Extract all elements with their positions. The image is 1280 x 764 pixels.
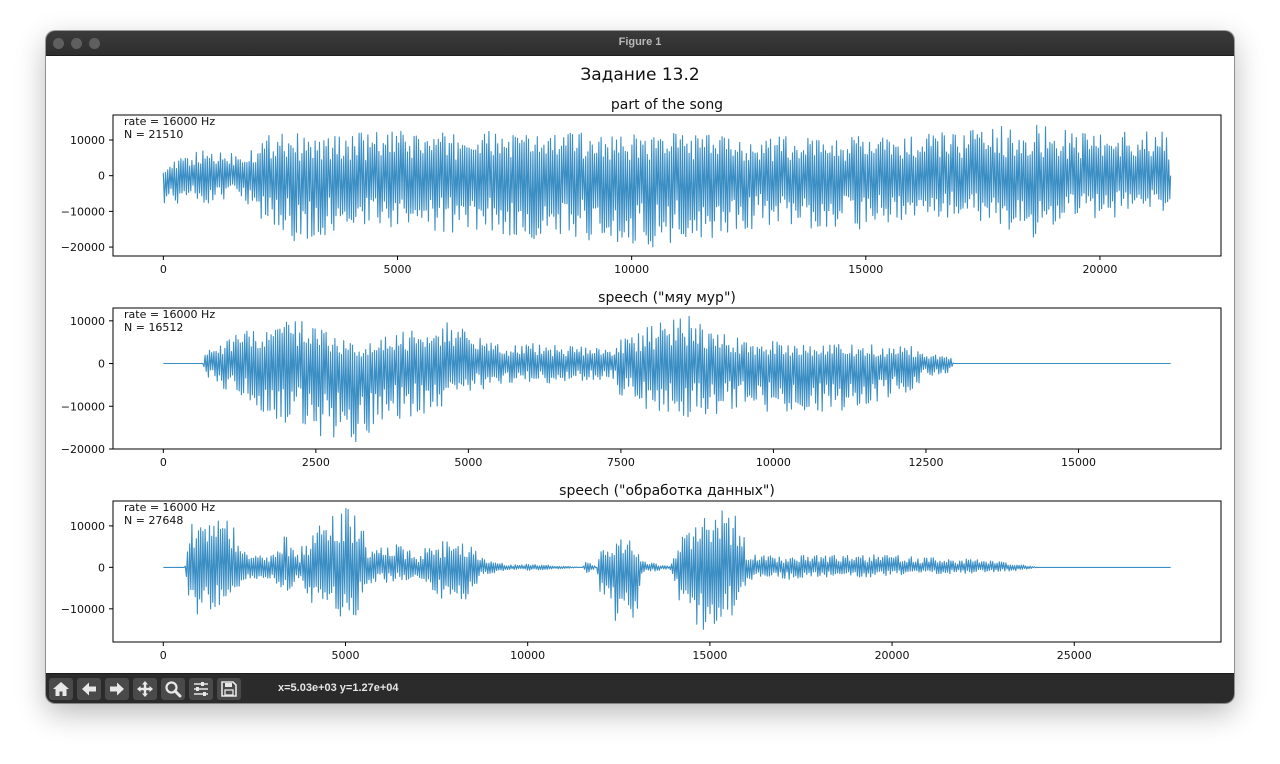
y-tick-label: 10000 (70, 134, 105, 147)
axes-frame (112, 500, 1222, 643)
x-tick-label: 15000 (848, 263, 883, 276)
subplot-2[interactable]: speech ("мяу мур") 0 2500 5000 7500 10000 1250… (61, 290, 1222, 469)
rate-annotation: rate = 16000 Hz (124, 308, 215, 321)
x-tick-label: 20000 (875, 649, 910, 662)
rate-annotation: rate = 16000 Hz (124, 501, 215, 514)
x-tick-label: 12500 (908, 456, 943, 469)
x-tick-label: 15000 (692, 649, 727, 662)
rate-annotation: N = 21510 (124, 128, 183, 141)
y-tick-label: −10000 (61, 603, 105, 616)
y-tick-label: 0 (98, 561, 105, 574)
x-tick-label: 5000 (383, 263, 411, 276)
x-tick-label: 10000 (510, 649, 545, 662)
y-tick-label: 10000 (70, 315, 105, 328)
waveform-line (163, 315, 1171, 443)
configure-subplots-icon (194, 682, 208, 696)
y-tick-label: 10000 (70, 520, 105, 533)
subplot-title: speech ("мяу мур") (598, 290, 736, 306)
rate-annotation: rate = 16000 Hz (124, 115, 215, 128)
cursor-coordinates: x=5.03e+03 y=1.27e+04 (278, 682, 399, 694)
x-tick-label: 7500 (607, 456, 635, 469)
subplot-title: part of the song (611, 97, 723, 113)
subplot-3[interactable]: speech ("обработка данных") 0 5000 10000 150… (61, 483, 1222, 662)
save-button[interactable] (217, 678, 241, 700)
forward-arrow-icon (110, 682, 124, 696)
configure-subplots-button[interactable] (189, 678, 213, 700)
figure-canvas[interactable]: Задание 13.2 part of the song 0 5000 10000 1… (46, 55, 1234, 673)
title-bar[interactable]: Figure 1 (46, 31, 1234, 56)
x-tick-label: 15000 (1061, 456, 1096, 469)
x-tick-label: 2500 (302, 456, 330, 469)
x-tick-label: 0 (160, 649, 167, 662)
subplot-title: speech ("обработка данных") (559, 483, 775, 499)
y-tick-label: −10000 (61, 400, 105, 413)
y-tick-label: −20000 (61, 241, 105, 254)
y-tick-label: −10000 (61, 205, 105, 218)
save-icon (221, 681, 237, 697)
minimize-window-button[interactable] (71, 38, 82, 49)
y-tick-label: 0 (98, 358, 105, 371)
subplot-1[interactable]: part of the song 0 5000 10000 15000 20000 1000… (61, 97, 1222, 276)
waveform-line (163, 508, 1171, 630)
x-tick-label: 25000 (1057, 649, 1092, 662)
zoom-icon (165, 681, 182, 698)
pan-button[interactable] (133, 678, 157, 700)
rate-annotation: N = 27648 (124, 514, 183, 527)
close-window-button[interactable] (53, 38, 64, 49)
home-icon (53, 682, 69, 696)
figure-suptitle: Задание 13.2 (580, 65, 699, 85)
x-tick-label: 5000 (331, 649, 359, 662)
x-tick-label: 5000 (454, 456, 482, 469)
y-tick-label: −20000 (61, 443, 105, 456)
window-title: Figure 1 (618, 36, 662, 48)
rate-annotation: N = 16512 (124, 321, 183, 334)
zoom-window-button[interactable] (89, 38, 100, 49)
zoom-button[interactable] (161, 678, 185, 700)
x-tick-label: 10000 (614, 263, 649, 276)
back-button[interactable] (77, 678, 101, 700)
navigation-toolbar: x=5.03e+03 y=1.27e+04 (46, 673, 1234, 703)
axes-frame (112, 307, 1222, 450)
pan-icon (137, 681, 153, 697)
back-arrow-icon (82, 682, 96, 696)
waveform-line (162, 124, 1172, 248)
x-tick-label: 0 (160, 263, 167, 276)
x-tick-label: 0 (160, 456, 167, 469)
y-tick-label: 0 (98, 170, 105, 183)
home-button[interactable] (49, 678, 73, 700)
axes-frame (112, 114, 1222, 257)
figure-window: Figure 1 Задание 13.2 part of the song 0 5… (46, 31, 1234, 703)
x-tick-label: 20000 (1082, 263, 1117, 276)
forward-button[interactable] (105, 678, 129, 700)
x-tick-label: 10000 (756, 456, 791, 469)
